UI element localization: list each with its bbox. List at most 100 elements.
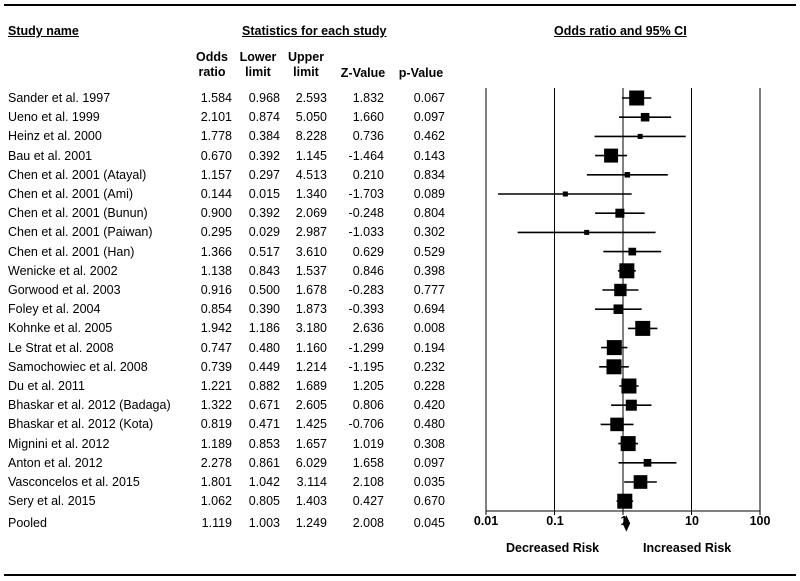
upper-limit-col-header: Upper limit (284, 50, 328, 80)
study-name-cell: Pooled (8, 516, 47, 531)
p-value-cell: 0.777 (413, 283, 445, 297)
ll-value-cell: 0.500 (248, 283, 280, 297)
p-value-cell: 0.045 (413, 516, 445, 531)
p-value-cell: 0.398 (413, 263, 445, 278)
z-value-cell: -0.393 (348, 302, 384, 317)
study-effect-box (562, 191, 568, 197)
z-value-cell: 2.008 (352, 516, 384, 531)
ll-value-cell: 0.861 (248, 455, 280, 470)
upper-limit-col-line1: Upper (287, 50, 325, 64)
ll-value-cell: 0.517 (248, 244, 280, 259)
x-tick-label: 0.1 (546, 514, 564, 528)
z-value-cell: 2.636 (352, 321, 384, 336)
ul-value-cell: 1.657 (295, 436, 327, 451)
z-value-cell: 0.210 (352, 167, 384, 182)
ll-value-cell: 0.968 (248, 91, 280, 105)
z-value-cell: 0.846 (352, 263, 384, 278)
or-value-cell: 0.916 (200, 283, 232, 297)
ll-value-cell: 0.392 (248, 148, 280, 163)
ll-value-cell: 1.003 (248, 516, 280, 531)
study-name-cell: Chen et al. 2001 (Han) (8, 244, 135, 259)
p-value-cell: 0.228 (413, 379, 445, 393)
z-value-cell: 0.736 (352, 129, 384, 144)
ul-value-cell: 1.340 (295, 187, 327, 201)
study-effect-box (606, 359, 622, 375)
ul-value-cell: 2.069 (295, 206, 327, 221)
study-effect-box (619, 263, 635, 279)
study-name-header: Study name (8, 24, 79, 38)
or-value-cell: 1.138 (200, 263, 232, 278)
or-value-cell: 1.157 (200, 167, 232, 182)
ul-value-cell: 2.593 (295, 91, 327, 105)
study-effect-box (621, 378, 637, 394)
study-effect-box (624, 172, 631, 178)
forest-plot-header: Odds ratio and 95% CI (554, 24, 687, 38)
ll-value-cell: 0.392 (248, 206, 280, 221)
study-effect-box (614, 283, 627, 297)
p-value-cell: 0.462 (413, 129, 445, 144)
ul-value-cell: 1.145 (295, 148, 327, 163)
ul-value-cell: 2.987 (295, 225, 327, 240)
pooled-diamond (622, 515, 631, 532)
p-value-cell: 0.194 (413, 340, 445, 355)
study-effect-box (615, 208, 625, 218)
ll-value-cell: 0.015 (248, 187, 280, 201)
ul-value-cell: 1.537 (295, 263, 327, 278)
increased-risk-label: Increased Risk (643, 541, 732, 555)
ul-value-cell: 6.029 (295, 455, 327, 470)
p-value-cell: 0.008 (413, 321, 445, 336)
z-value-cell: 0.806 (352, 398, 384, 413)
or-value-cell: 1.322 (200, 398, 232, 413)
study-name-cell: Foley et al. 2004 (8, 302, 101, 317)
z-value-cell: -1.033 (348, 225, 384, 240)
z-value-cell: 1.832 (352, 91, 384, 105)
p-value-cell: 0.804 (413, 206, 445, 221)
ll-value-cell: 0.874 (248, 110, 280, 125)
or-value-cell: 1.221 (200, 379, 232, 393)
z-value-cell: 0.427 (352, 494, 384, 509)
study-name-cell: Heinz et al. 2000 (8, 129, 102, 144)
p-value-cell: 0.035 (413, 475, 445, 489)
or-value-cell: 1.062 (200, 494, 232, 509)
ll-value-cell: 0.843 (248, 263, 280, 278)
study-name-cell: Chen et al. 2001 (Ami) (8, 187, 134, 201)
ul-value-cell: 1.214 (295, 359, 327, 374)
study-name-cell: Samochowiec et al. 2008 (8, 359, 148, 374)
p-value-cell: 0.834 (413, 167, 445, 182)
or-value-cell: 1.366 (200, 244, 232, 259)
study-effect-box (635, 320, 651, 336)
study-name-cell: Le Strat et al. 2008 (8, 340, 114, 355)
p-value-cell: 0.670 (413, 494, 445, 509)
p-value-cell: 0.089 (413, 187, 445, 201)
lower-limit-col-line2: limit (245, 65, 271, 79)
study-name-cell: Bhaskar et al. 2012 (Badaga) (8, 398, 171, 413)
ll-value-cell: 0.297 (248, 167, 280, 182)
ul-value-cell: 3.610 (295, 244, 327, 259)
ll-value-cell: 1.186 (248, 321, 280, 336)
ul-value-cell: 8.228 (295, 129, 327, 144)
or-value-cell: 0.295 (200, 225, 232, 240)
lower-limit-col-line1: Lower (239, 50, 277, 64)
study-effect-box (637, 133, 643, 139)
x-tick-label: 1 (620, 514, 628, 528)
study-effect-box (643, 458, 652, 467)
study-effect-box (617, 493, 633, 509)
study-effect-box (613, 304, 624, 314)
or-value-cell: 1.584 (200, 91, 232, 105)
z-value-cell: -1.195 (348, 359, 384, 374)
or-value-cell: 0.819 (200, 417, 232, 432)
study-name-cell: Vasconcelos et al. 2015 (8, 475, 140, 489)
study-effect-box (640, 112, 650, 122)
x-tick-label: 100 (749, 514, 771, 528)
upper-limit-col-line2: limit (293, 65, 319, 79)
z-value-cell: -1.464 (348, 148, 384, 163)
p-value-cell: 0.143 (413, 148, 445, 163)
study-effect-box (628, 247, 637, 256)
ll-value-cell: 1.042 (248, 475, 280, 489)
z-value-cell: -1.703 (348, 187, 384, 201)
or-value-cell: 0.739 (200, 359, 232, 374)
ul-value-cell: 1.425 (295, 417, 327, 432)
study-name-cell: Chen et al. 2001 (Bunun) (8, 206, 148, 221)
z-value-cell: 1.019 (352, 436, 384, 451)
